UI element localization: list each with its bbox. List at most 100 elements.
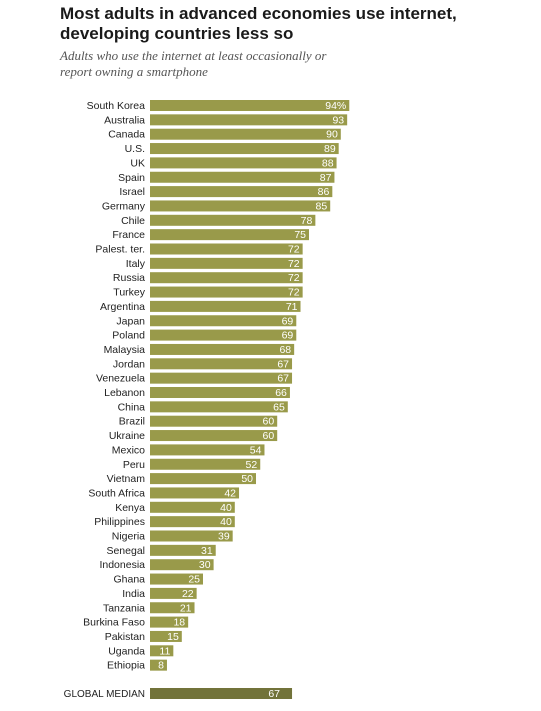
bar — [150, 587, 197, 599]
category-label: Ethiopia — [107, 660, 145, 672]
bar — [150, 358, 293, 370]
category-label: Jordan — [113, 358, 145, 370]
category-label: Brazil — [119, 416, 145, 428]
bar — [150, 171, 335, 183]
bar — [150, 573, 203, 585]
median-value-label: 67 — [268, 688, 280, 700]
bar — [150, 444, 265, 456]
value-label: 25 — [188, 574, 200, 586]
value-label: 71 — [286, 301, 298, 313]
category-label: Russia — [113, 272, 145, 284]
bar — [150, 645, 174, 657]
value-label: 69 — [282, 330, 294, 342]
value-label: 21 — [180, 602, 192, 614]
value-label: 60 — [263, 430, 275, 442]
value-label: 30 — [199, 559, 211, 571]
value-label: 65 — [273, 401, 285, 413]
bar — [150, 128, 341, 140]
bar — [150, 544, 216, 556]
value-label: 39 — [218, 531, 230, 543]
value-label: 89 — [324, 143, 336, 155]
value-label: 94% — [325, 100, 346, 112]
bar — [150, 186, 333, 198]
category-label: Nigeria — [112, 531, 145, 543]
category-label: Spain — [118, 172, 145, 184]
category-label: Malaysia — [104, 344, 146, 356]
category-label: Burkina Faso — [83, 617, 145, 629]
category-label: South Korea — [87, 100, 146, 112]
category-label: Mexico — [112, 444, 145, 456]
value-label: 67 — [277, 373, 289, 385]
value-label: 31 — [201, 545, 213, 557]
category-label: UK — [130, 157, 145, 169]
value-label: 87 — [320, 172, 332, 184]
bar — [150, 157, 337, 169]
bar — [150, 257, 303, 269]
category-label: Italy — [126, 258, 146, 270]
category-label: Turkey — [113, 287, 145, 299]
category-label: U.S. — [125, 143, 145, 155]
category-label: Indonesia — [99, 559, 145, 571]
bar — [150, 473, 256, 485]
median-label: GLOBAL MEDIAN — [64, 689, 145, 700]
value-label: 66 — [275, 387, 287, 399]
bar — [150, 630, 182, 642]
bar — [150, 100, 350, 111]
value-label: 15 — [167, 631, 179, 643]
value-label: 93 — [332, 114, 344, 126]
category-label: France — [112, 229, 145, 241]
bar — [150, 315, 297, 327]
bar — [150, 387, 290, 398]
bar — [150, 559, 214, 571]
value-label: 78 — [301, 215, 313, 227]
value-label: 72 — [288, 272, 300, 284]
bar — [150, 200, 331, 212]
category-label: Pakistan — [105, 631, 145, 643]
category-label: Israel — [119, 186, 145, 198]
category-label: Poland — [112, 330, 145, 342]
value-label: 54 — [250, 444, 262, 456]
value-label: 75 — [294, 229, 306, 241]
category-label: Chile — [121, 215, 145, 227]
category-label: Ukraine — [109, 430, 145, 442]
median-bar — [150, 688, 293, 699]
value-label: 86 — [318, 186, 330, 198]
bar — [150, 659, 167, 671]
value-label: 72 — [288, 287, 300, 299]
category-label: South Africa — [88, 487, 145, 499]
bar — [150, 214, 316, 226]
category-label: Tanzania — [103, 602, 145, 614]
bar — [150, 114, 348, 126]
category-label: Uganda — [108, 645, 145, 657]
bar — [150, 286, 303, 298]
category-label: Philippines — [94, 516, 145, 528]
category-label: China — [118, 401, 146, 413]
value-label: 42 — [224, 487, 236, 499]
category-label: Ghana — [113, 574, 145, 586]
bar — [150, 300, 301, 312]
value-label: 22 — [182, 588, 194, 600]
value-label: 11 — [159, 645, 170, 657]
bar — [150, 229, 309, 241]
value-label: 68 — [279, 344, 291, 356]
value-label: 52 — [246, 459, 258, 471]
category-label: Vietnam — [107, 473, 146, 485]
category-label: Lebanon — [104, 387, 145, 399]
value-label: 90 — [326, 129, 338, 141]
value-label: 40 — [220, 516, 232, 528]
bar — [150, 602, 195, 614]
bar — [150, 530, 233, 542]
bar — [150, 401, 288, 413]
value-label: 18 — [173, 617, 185, 629]
bar — [150, 143, 339, 155]
category-label: Argentina — [100, 301, 145, 313]
chart-subtitle: Adults who use the internet at least occ… — [60, 48, 327, 79]
bar — [150, 415, 278, 427]
value-label: 69 — [282, 315, 294, 327]
bar — [150, 243, 303, 255]
value-label: 85 — [316, 200, 328, 212]
bar — [150, 372, 293, 384]
bar — [150, 272, 303, 284]
bar — [150, 616, 189, 628]
